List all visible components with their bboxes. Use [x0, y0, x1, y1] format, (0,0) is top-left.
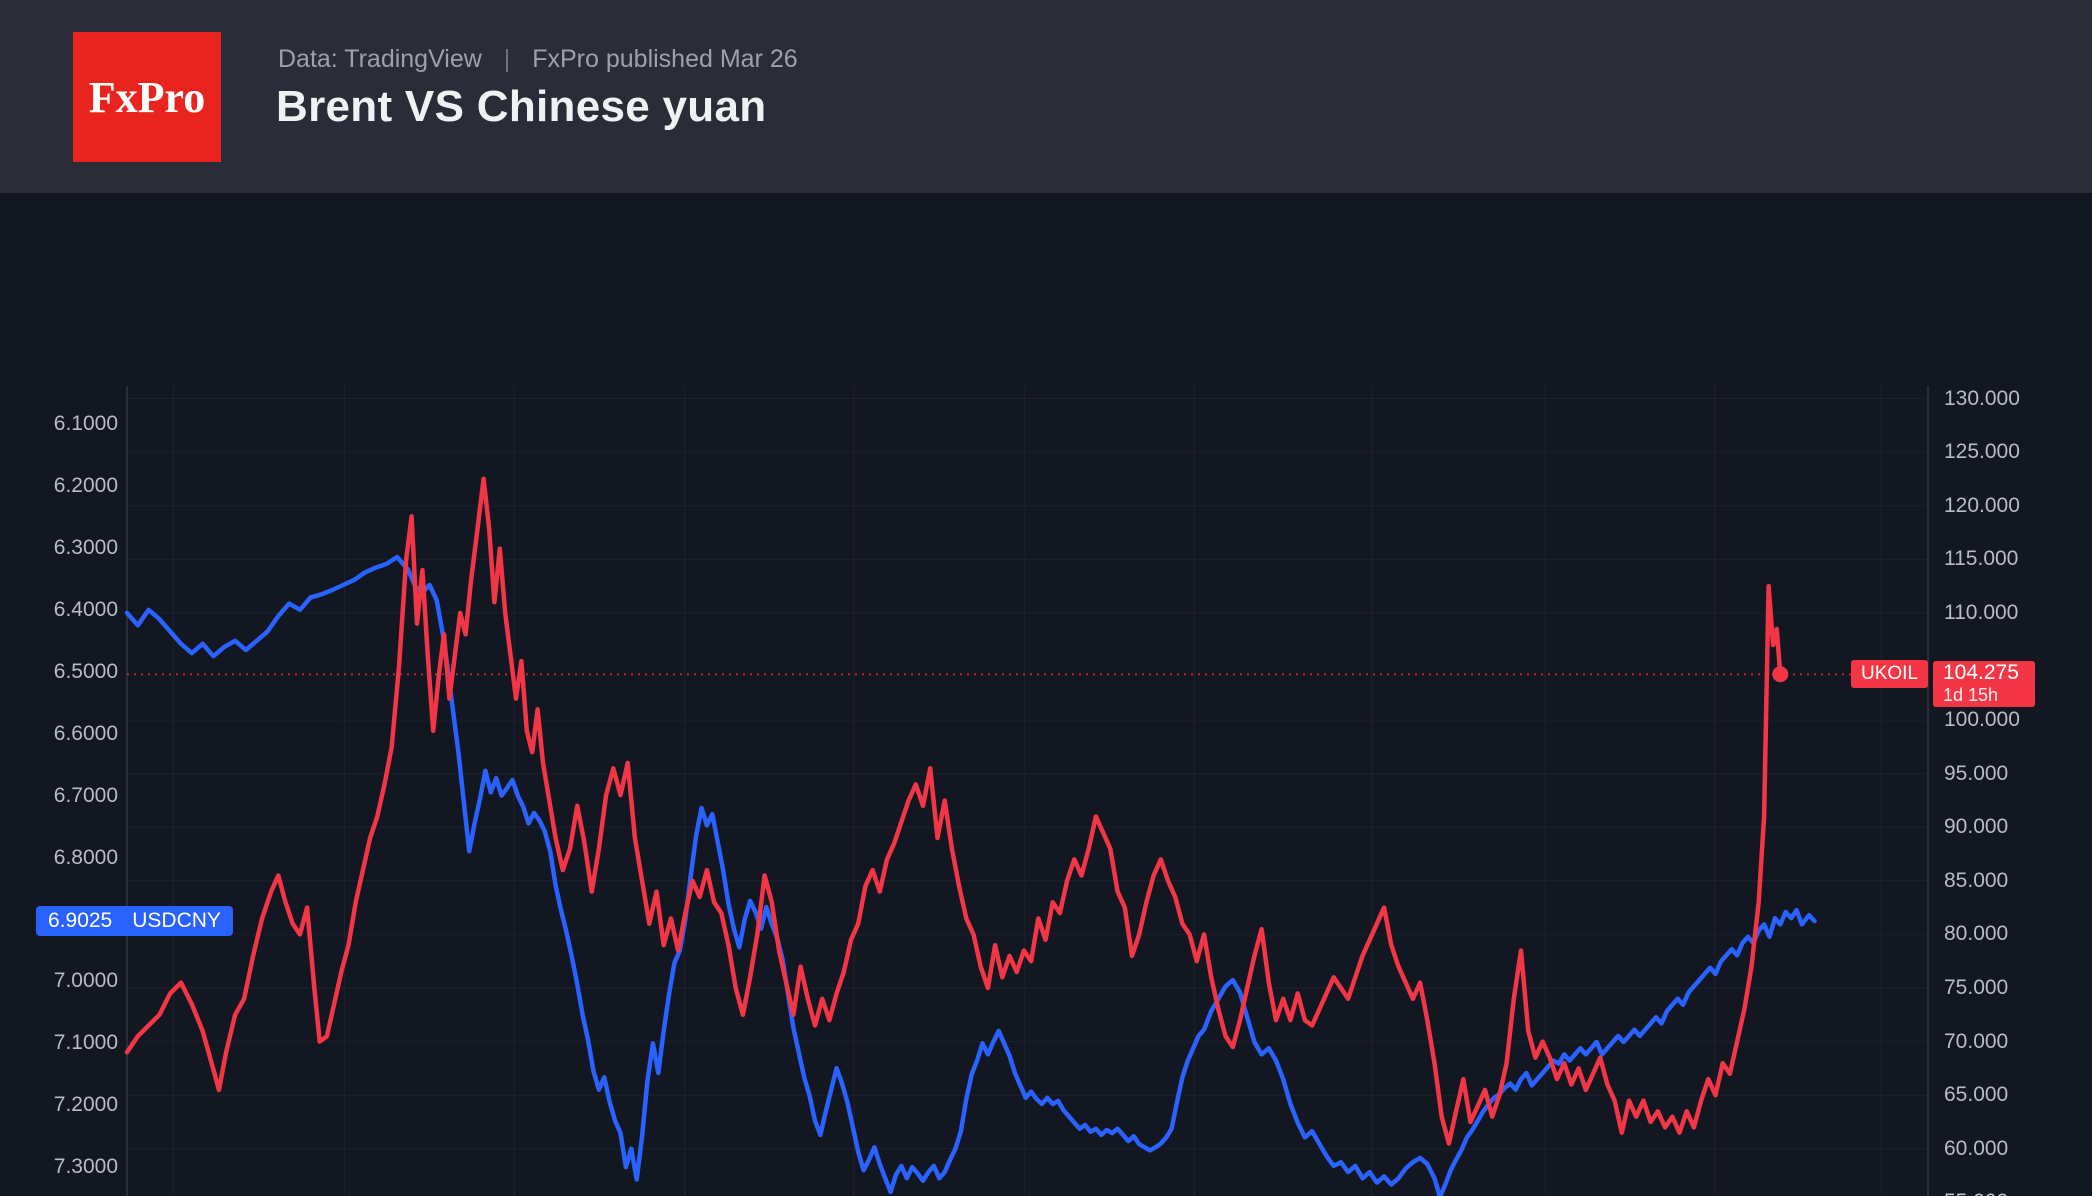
ukoil-last-price: 104.275 — [1943, 661, 2019, 685]
ukoil-bar-countdown: 1d 15h — [1943, 685, 1999, 706]
usdcny-line — [124, 554, 1817, 1196]
fxpro-logo-text: FxPro — [88, 72, 206, 122]
divider-bar: | — [503, 45, 511, 73]
page-title: Brent VS Chinese yuan — [276, 82, 767, 131]
usdcny-last-price-badge: 6.9025 USDCNY — [36, 905, 233, 936]
published-text: FxPro published Mar 26 — [532, 45, 798, 73]
data-source-text: Data: TradingView — [278, 45, 482, 73]
ukoil-line — [124, 476, 1783, 1146]
ukoil-symbol-badge: UKOIL — [1851, 660, 1929, 689]
ukoil-symbol-label: UKOIL — [1861, 663, 1919, 685]
ukoil-last-price-marker — [1772, 666, 1789, 683]
data-source-line: Data: TradingView | FxPro published Mar … — [278, 45, 798, 74]
fxpro-logo: FxPro — [73, 32, 221, 162]
usdcny-last-price: 6.9025 — [48, 908, 113, 932]
header: FxPro Data: TradingView | FxPro publishe… — [0, 0, 2092, 193]
ukoil-last-price-badge: 104.275 1d 15h — [1933, 661, 2035, 708]
chart-region[interactable]: 6.1000 6.2000 6.3000 6.4000 6.5000 6.6000 6.70… — [0, 193, 2092, 1196]
usdcny-symbol-label: USDCNY — [132, 908, 221, 932]
price-chart-canvas[interactable] — [0, 193, 2092, 1196]
